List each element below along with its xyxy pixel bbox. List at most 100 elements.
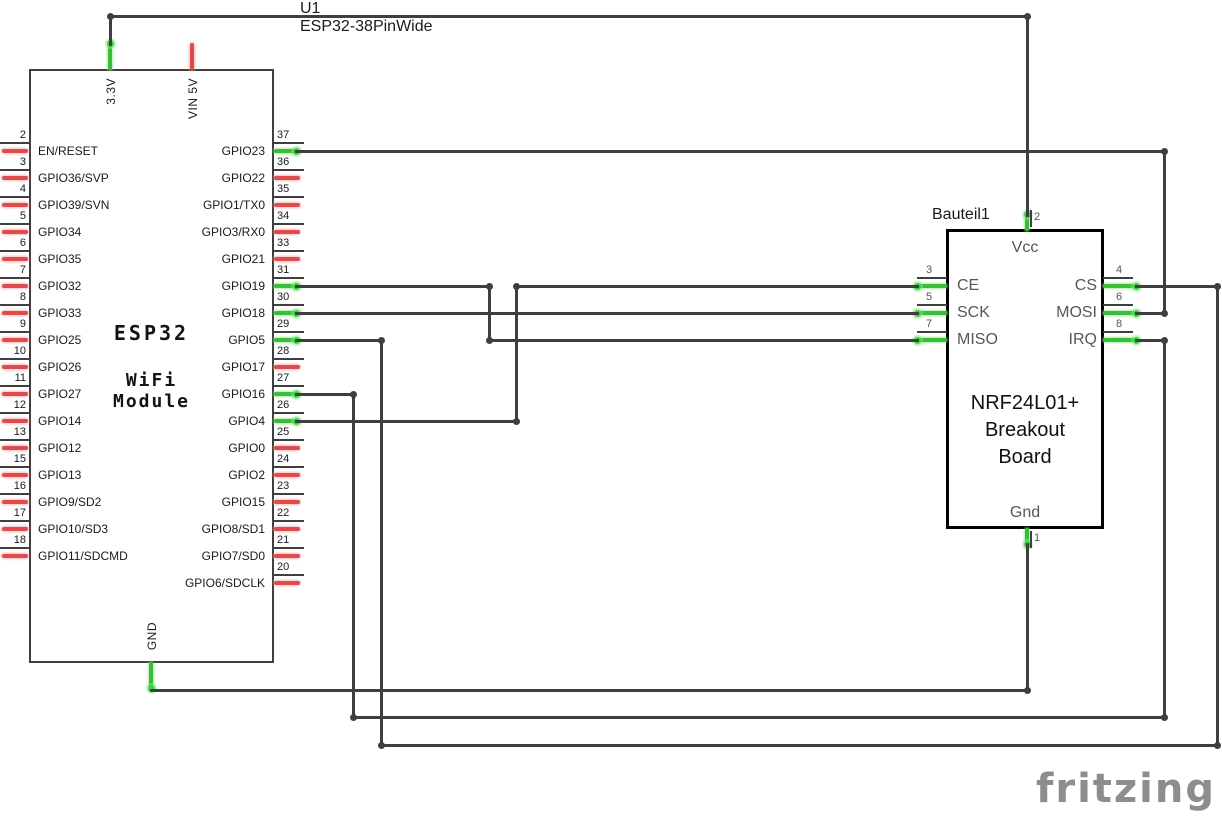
esp32-pin-lead-gpio17[interactable]	[274, 365, 300, 369]
wire-gpio23-to-mosi[interactable]	[1162, 149, 1166, 315]
esp32-pin-lead-gpio21[interactable]	[274, 257, 300, 261]
esp32-pin-lead-gpio6-sdclk[interactable]	[274, 581, 300, 585]
esp32-pin-lead-gpio36-svp[interactable]	[2, 176, 28, 180]
wire-3v3-to-vcc[interactable]	[1025, 14, 1029, 217]
wire-gnd-to-gnd[interactable]	[149, 688, 1029, 692]
esp32-pin-label-gnd: GND	[145, 622, 159, 651]
esp32-pin-lead-gpio7-sd0[interactable]	[274, 554, 300, 558]
nrf24-pin-lead-sck[interactable]	[915, 311, 947, 315]
pin-number: 7	[19, 264, 26, 276]
esp32-pin-lead-gpio8-sd1[interactable]	[274, 527, 300, 531]
wire-gpio5-to-cs[interactable]	[379, 743, 1219, 747]
esp32-pin-lead-gpio14[interactable]	[2, 419, 28, 423]
esp32-pin-lead-gpio9-sd2[interactable]	[2, 500, 28, 504]
esp32-pin-lead-gpio5[interactable]	[274, 338, 300, 342]
wire-gpio4-to-ce[interactable]	[294, 419, 518, 423]
pin-label: GPIO39/SVN	[38, 198, 110, 212]
wire-gpio16-to-irq[interactable]	[1162, 338, 1166, 719]
nrf24-pin-label-sck: SCK	[957, 304, 990, 321]
esp32-pin-lead-gpio3-rx0[interactable]	[274, 230, 300, 234]
esp32-pin-lead-vin-5v[interactable]	[190, 43, 194, 70]
wire-bend-junction	[1213, 741, 1221, 749]
wire-gpio5-to-cs[interactable]	[379, 338, 383, 747]
pin-underline	[0, 196, 30, 198]
esp32-pin-lead-gpio18[interactable]	[274, 311, 300, 315]
wire-gpio16-to-irq[interactable]	[351, 715, 1166, 719]
esp32-pin-lead-gpio35[interactable]	[2, 257, 28, 261]
wire-bend-junction	[1023, 12, 1031, 20]
pin-label: GPIO17	[221, 360, 265, 374]
esp32-pin-lead-3v3[interactable]	[108, 43, 112, 70]
wire-gpio23-to-mosi[interactable]	[1134, 311, 1166, 315]
wire-gpio16-to-irq[interactable]	[294, 392, 355, 396]
esp32-pin-lead-gpio19[interactable]	[274, 284, 300, 288]
esp32-pin-lead-gpio23[interactable]	[274, 149, 300, 153]
wire-gpio16-to-irq[interactable]	[1134, 338, 1166, 342]
pin-underline	[0, 223, 30, 225]
pin-underline	[0, 169, 30, 171]
pin-label: GPIO22	[221, 171, 265, 185]
esp32-pin-lead-gpio16[interactable]	[274, 392, 300, 396]
esp32-pin-lead-gpio26[interactable]	[2, 365, 28, 369]
nrf24-pin-lead-gnd[interactable]	[1025, 528, 1029, 545]
nrf24-pin-lead-miso[interactable]	[915, 338, 947, 342]
esp32-pin-lead-gpio13[interactable]	[2, 473, 28, 477]
nrf24-pin-lead-irq[interactable]	[1103, 338, 1135, 342]
pin-label: GPIO23	[221, 144, 265, 158]
nrf24-pin-lead-vcc[interactable]	[1025, 214, 1029, 231]
pin-number: 7	[925, 318, 933, 330]
esp32-pin-lead-gpio39-svn[interactable]	[2, 203, 28, 207]
pin-number: 20	[277, 561, 290, 573]
esp32-pin-lead-gpio1-tx0[interactable]	[274, 203, 300, 207]
wire-gpio19-to-miso[interactable]	[487, 338, 919, 342]
nrf24-pin-lead-ce[interactable]	[915, 284, 947, 288]
wire-3v3-to-vcc[interactable]	[108, 14, 112, 46]
nrf24-component-body[interactable]	[946, 229, 1104, 529]
esp32-pin-lead-gpio22[interactable]	[274, 176, 300, 180]
esp32-pin-lead-gpio15[interactable]	[274, 500, 300, 504]
esp32-pin-lead-gpio34[interactable]	[2, 230, 28, 234]
wire-gpio4-to-ce[interactable]	[514, 284, 919, 288]
pin-number: 8	[19, 291, 26, 303]
pin-number: 15	[13, 453, 26, 465]
esp32-component-body[interactable]	[29, 69, 274, 663]
wire-gpio23-to-mosi[interactable]	[294, 149, 1166, 153]
pin-number: 34	[277, 210, 290, 222]
esp32-pin-lead-gpio12[interactable]	[2, 446, 28, 450]
pin-label: GPIO21	[221, 252, 265, 266]
esp32-pin-lead-gpio2[interactable]	[274, 473, 300, 477]
esp32-pin-lead-gpio11-sdcmd[interactable]	[2, 554, 28, 558]
esp32-pin-lead-gpio27[interactable]	[2, 392, 28, 396]
pin-label: GPIO1/TX0	[202, 198, 265, 212]
wire-bend-junction	[1160, 309, 1168, 317]
esp32-pin-lead-gpio33[interactable]	[2, 311, 28, 315]
wire-gpio5-to-cs[interactable]	[1134, 284, 1219, 288]
esp32-pin-lead-gnd[interactable]	[149, 662, 153, 689]
pin-underline	[274, 385, 304, 387]
nrf24-pin-lead-cs[interactable]	[1103, 284, 1135, 288]
pin-label: GPIO0	[228, 441, 265, 455]
wire-gpio4-to-ce[interactable]	[514, 284, 518, 423]
esp32-pin-lead-en-reset[interactable]	[2, 149, 28, 153]
wire-gpio19-to-miso[interactable]	[294, 284, 491, 288]
wire-gpio5-to-cs[interactable]	[1215, 284, 1219, 747]
pin-number: 29	[277, 318, 290, 330]
nrf24-pin-lead-mosi[interactable]	[1103, 311, 1135, 315]
wire-gpio16-to-irq[interactable]	[351, 392, 355, 719]
esp32-pin-lead-gpio0[interactable]	[274, 446, 300, 450]
wire-bend-junction	[1023, 686, 1031, 694]
esp32-pin-lead-gpio25[interactable]	[2, 338, 28, 342]
esp32-pin-lead-gpio4[interactable]	[274, 419, 300, 423]
wire-gpio5-to-cs[interactable]	[294, 338, 383, 342]
pin-number: 31	[277, 264, 290, 276]
wire-3v3-to-vcc[interactable]	[108, 14, 1029, 18]
esp32-pin-lead-gpio32[interactable]	[2, 284, 28, 288]
pin-number: 17	[13, 507, 26, 519]
wire-gpio18-to-sck[interactable]	[294, 311, 919, 315]
esp32-pin-lead-gpio10-sd3[interactable]	[2, 527, 28, 531]
pin-label: GPIO5	[228, 333, 265, 347]
pin-underline	[274, 250, 304, 252]
pin-underline	[274, 304, 304, 306]
wire-gnd-to-gnd[interactable]	[1025, 542, 1029, 692]
